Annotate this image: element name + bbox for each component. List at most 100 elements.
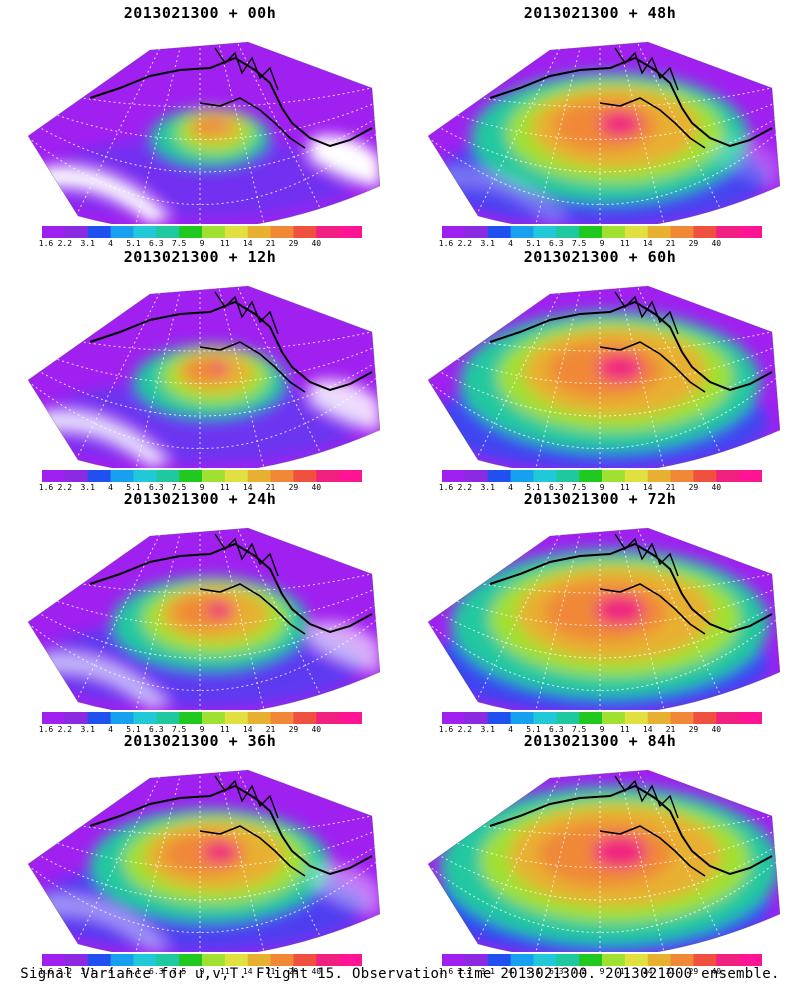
colorbar-swatch: [464, 954, 489, 966]
colorbar-tick-label: 4: [508, 725, 513, 734]
forecast-panel: 2013021300 + 48h 1.6 2.2 3.1 4 5.1 6.3 7.5 9 11 14…: [400, 4, 800, 248]
colorbar-tick-label: 1.6: [38, 725, 54, 734]
coastline: [89, 56, 373, 148]
forecast-panel: 2013021300 + 84h 1.6 2.2 3.1 4 5.1 6.3 7.5 9 11 14…: [400, 732, 800, 976]
colorbar-swatch: [739, 470, 762, 482]
colorbar-swatch: [579, 712, 603, 724]
colorbar-tick-label: 4: [508, 483, 513, 492]
variance-map: [27, 527, 380, 710]
coastline: [89, 300, 373, 392]
colorbar-tick-label: 14: [642, 967, 653, 976]
coastline: [599, 97, 706, 149]
colorbar-tick-label: 7.5: [171, 239, 187, 248]
map-outline: [27, 285, 380, 468]
colorbar-swatch: [156, 470, 180, 482]
colorbar: [42, 712, 362, 724]
colorbar-tick-label: 6.3: [549, 725, 564, 734]
colorbar-swatch: [442, 470, 466, 482]
colorbar-tick-label: 6.3: [549, 239, 564, 248]
colorbar-swatch: [647, 712, 672, 724]
coastline: [214, 775, 279, 819]
coastline: [489, 300, 773, 392]
colorbar-swatch: [202, 954, 226, 966]
colorbar-tick-label: 6.3: [549, 967, 564, 976]
colorbar-swatch: [442, 712, 466, 724]
colorbar-tick-label: 6.3: [149, 239, 164, 248]
colorbar-swatch: [270, 470, 294, 482]
colorbar-tick-label: 40: [711, 967, 722, 976]
colorbar-tick-label: 21: [665, 967, 676, 976]
colorbar-swatch: [42, 470, 66, 482]
colorbar-tick-label: 4: [108, 967, 113, 976]
colorbar-tick-label: 7.5: [571, 725, 587, 734]
colorbar-swatch: [316, 470, 340, 482]
colorbar-swatch: [602, 712, 626, 724]
coastline: [89, 542, 373, 634]
colorbar-swatch: [247, 226, 272, 238]
colorbar-tick-label: 4: [108, 725, 113, 734]
colorbar-tick-label: 14: [642, 725, 653, 734]
colorbar-tick-label: 5.1: [526, 725, 541, 734]
colorbar-swatch: [670, 954, 694, 966]
colorbar-swatch: [42, 226, 66, 238]
panel-title: 2013021300 + 84h: [523, 732, 677, 750]
colorbar-tick-label: 7.5: [571, 483, 587, 492]
colorbar-swatch: [110, 954, 134, 966]
colorbar-tick-label: 7.5: [171, 967, 187, 976]
colorbar-swatch: [316, 712, 340, 724]
colorbar-swatch: [202, 470, 226, 482]
colorbar-tick-label: 1.6: [38, 483, 54, 492]
colorbar-labels: 1.6 2.2 3.1 4 5.1 6.3 7.5 9 11 14 21 29 40: [439, 967, 762, 979]
forecast-panel: 2013021300 + 72h 1.6 2.2 3.1 4 5.1 6.3 7.5 9 11 14…: [400, 490, 800, 734]
colorbar-tick-label: 3.1: [480, 239, 495, 248]
variance-map: [27, 285, 380, 468]
colorbar: [442, 470, 762, 482]
colorbar-labels: 1.6 2.2 3.1 4 5.1 6.3 7.5 9 11 14 21 29 40: [439, 239, 762, 251]
variance-map: [427, 41, 780, 224]
map-outline: [427, 41, 780, 224]
colorbar-swatch: [693, 226, 717, 238]
colorbar-tick-label: 21: [265, 725, 276, 734]
colorbar-swatch: [316, 954, 340, 966]
colorbar-tick-label: 4: [108, 483, 113, 492]
colorbar: [42, 954, 362, 966]
colorbar-tick-label: 9: [599, 725, 605, 734]
colorbar-swatch: [110, 712, 134, 724]
colorbar-tick-label: 9: [199, 725, 205, 734]
colorbar-tick-label: 21: [265, 967, 276, 976]
map-outline: [427, 527, 780, 710]
colorbar-tick-label: 7.5: [571, 967, 587, 976]
colorbar-tick-label: 29: [688, 967, 699, 976]
colorbar: [42, 470, 362, 482]
colorbar-swatch: [716, 470, 740, 482]
colorbar-swatch: [110, 470, 134, 482]
colorbar-tick-label: 3.1: [480, 967, 495, 976]
coastline: [614, 47, 679, 91]
coastline: [489, 542, 773, 634]
colorbar-swatch: [87, 470, 112, 482]
colorbar-tick-label: 6.3: [149, 967, 164, 976]
colorbar-swatch: [602, 226, 626, 238]
colorbar-swatch: [87, 712, 112, 724]
colorbar-swatch: [487, 470, 512, 482]
colorbar-swatch: [487, 712, 512, 724]
colorbar-tick-label: 3.1: [80, 483, 95, 492]
colorbar-labels: 1.6 2.2 3.1 4 5.1 6.3 7.5 9 11 14 21 29 40: [439, 725, 762, 737]
colorbar-swatch: [179, 712, 203, 724]
colorbar-tick-label: 9: [599, 967, 605, 976]
colorbar-swatch: [556, 470, 580, 482]
colorbar-tick-label: 2.2: [57, 967, 73, 976]
colorbar-swatch: [224, 470, 249, 482]
colorbar-tick-label: 14: [242, 967, 253, 976]
coastline: [489, 784, 773, 876]
colorbar-tick-label: 14: [642, 239, 653, 248]
colorbar-tick-label: 9: [199, 239, 205, 248]
colorbar-tick-label: 29: [288, 725, 299, 734]
map-outline: [427, 285, 780, 468]
colorbar-swatch: [224, 712, 249, 724]
colorbar-swatch: [602, 954, 626, 966]
colorbar: [442, 226, 762, 238]
colorbar-swatch: [442, 226, 466, 238]
colorbar-swatch: [716, 226, 740, 238]
panel-title: 2013021300 + 36h: [123, 732, 277, 750]
